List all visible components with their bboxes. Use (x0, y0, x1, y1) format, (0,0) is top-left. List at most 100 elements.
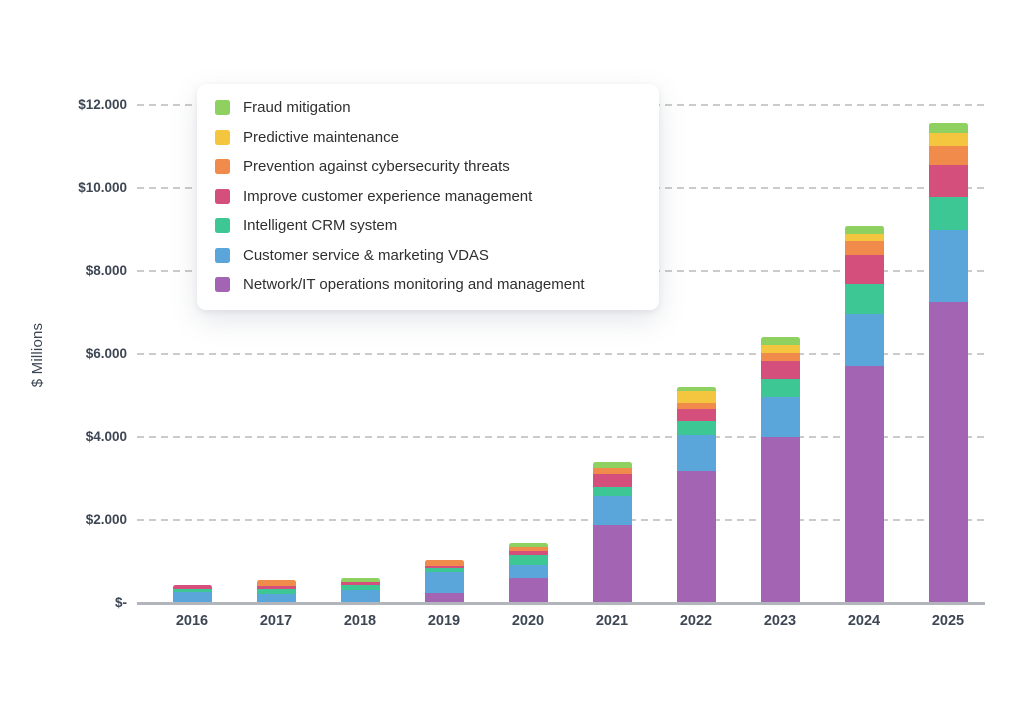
legend-item-improve-customer-experience-management: Improve customer experience management (197, 182, 659, 212)
bar-segment-2023-network-it-operations-monitoring-and-management (760, 437, 800, 603)
x-axis-label-2024: 2024 (847, 613, 881, 629)
bar-segment-2024-predictive-maintenance (844, 234, 884, 242)
y-tick-label-6000: $6.000 (85, 346, 127, 361)
y-tick-label-8000: $8.000 (85, 263, 127, 278)
x-axis-label-2019: 2019 (427, 613, 461, 629)
bar-2021 (592, 462, 632, 603)
bar-segment-2025-intelligent-crm-system (928, 197, 968, 231)
legend-swatch-icon (215, 188, 230, 204)
bar-segment-2025-fraud-mitigation (928, 122, 968, 133)
bar-segment-2021-intelligent-crm-system (592, 487, 632, 497)
bar-segment-2023-prevention-against-cybersecurity-threats (760, 353, 800, 361)
legend-label: Prevention against cybersecurity threats (243, 158, 510, 176)
bar-segment-2019-customer-service-marketing-vdas (424, 572, 464, 593)
bar-2016 (172, 584, 212, 603)
bar-segment-2019-prevention-against-cybersecurity-threats (424, 560, 464, 566)
legend-swatch-icon (215, 129, 230, 145)
bar-segment-2016-customer-service-marketing-vdas (172, 592, 212, 603)
bar-segment-2016-intelligent-crm-system (172, 588, 212, 593)
bar-segment-2018-improve-customer-experience-management (340, 582, 380, 586)
bar-segment-2023-intelligent-crm-system (760, 378, 800, 397)
gridline-6000 (137, 353, 985, 355)
x-axis-label-2021: 2021 (595, 613, 629, 629)
legend-label: Customer service & marketing VDAS (243, 246, 489, 264)
y-tick-label-2000: $2.000 (85, 512, 127, 527)
bar-segment-2025-customer-service-marketing-vdas (928, 230, 968, 302)
bar-segment-2021-fraud-mitigation (592, 462, 632, 469)
bar-segment-2018-fraud-mitigation (340, 578, 380, 583)
legend-item-intelligent-crm-system: Intelligent CRM system (197, 211, 659, 241)
x-axis-label-2023: 2023 (763, 613, 797, 629)
bar-segment-2024-prevention-against-cybersecurity-threats (844, 241, 884, 256)
bar-segment-2025-predictive-maintenance (928, 132, 968, 146)
x-axis-label-2022: 2022 (679, 613, 713, 629)
bar-2024 (844, 226, 884, 603)
legend-label: Intelligent CRM system (243, 217, 398, 235)
bar-segment-2022-improve-customer-experience-management (676, 409, 716, 422)
bar-segment-2024-fraud-mitigation (844, 226, 884, 235)
bar-2025 (928, 122, 968, 603)
bar-segment-2020-network-it-operations-monitoring-and-management (508, 578, 548, 603)
y-tick-label-12000: $12.000 (78, 97, 127, 112)
bar-segment-2019-improve-customer-experience-management (424, 565, 464, 569)
bar-segment-2019-network-it-operations-monitoring-and-management (424, 593, 464, 603)
bar-segment-2018-intelligent-crm-system (340, 585, 380, 591)
legend-item-prevention-against-cybersecurity-threats: Prevention against cybersecurity threats (197, 152, 659, 182)
bar-segment-2017-prevention-against-cybersecurity-threats (256, 580, 296, 587)
bar-segment-2017-improve-customer-experience-management (256, 586, 296, 589)
bar-segment-2017-intelligent-crm-system (256, 588, 296, 594)
bar-segment-2024-intelligent-crm-system (844, 283, 884, 314)
legend-swatch-icon (215, 247, 230, 263)
bar-segment-2020-customer-service-marketing-vdas (508, 564, 548, 579)
legend: Fraud mitigation Predictive maintenance Pr… (197, 84, 659, 310)
bar-segment-2021-improve-customer-experience-management (592, 474, 632, 488)
y-tick-label-4000: $4.000 (85, 429, 127, 444)
bar-segment-2022-intelligent-crm-system (676, 421, 716, 436)
bar-2018 (340, 578, 380, 603)
bar-segment-2024-improve-customer-experience-management (844, 255, 884, 284)
bar-segment-2025-prevention-against-cybersecurity-threats (928, 145, 968, 165)
legend-label: Improve customer experience management (243, 187, 533, 205)
bar-segment-2021-prevention-against-cybersecurity-threats (592, 468, 632, 475)
x-axis-line (137, 602, 985, 605)
bar-segment-2022-network-it-operations-monitoring-and-management (676, 471, 716, 603)
x-axis-label-2016: 2016 (175, 613, 209, 629)
bar-segment-2021-network-it-operations-monitoring-and-management (592, 524, 632, 603)
bar-segment-2024-network-it-operations-monitoring-and-management (844, 366, 884, 603)
legend-label: Fraud mitigation (243, 99, 351, 117)
bar-segment-2019-intelligent-crm-system (424, 568, 464, 573)
bar-2017 (256, 580, 296, 603)
bar-segment-2025-improve-customer-experience-management (928, 164, 968, 198)
y-tick-label-0: $- (114, 595, 127, 610)
legend-item-network-it-operations-monitoring-and-management: Network/IT operations monitoring and man… (197, 270, 659, 300)
legend-swatch-icon (215, 218, 230, 234)
legend-item-predictive-maintenance: Predictive maintenance (197, 123, 659, 153)
bar-segment-2025-network-it-operations-monitoring-and-management (928, 301, 968, 603)
bar-segment-2022-fraud-mitigation (676, 387, 716, 392)
bar-segment-2020-improve-customer-experience-management (508, 550, 548, 555)
x-axis-label-2020: 2020 (511, 613, 545, 629)
bar-segment-2023-predictive-maintenance (760, 345, 800, 354)
y-tick-label-10000: $10.000 (78, 180, 127, 195)
x-axis-label-2017: 2017 (259, 613, 293, 629)
bar-segment-2021-customer-service-marketing-vdas (592, 496, 632, 525)
bar-segment-2023-improve-customer-experience-management (760, 360, 800, 379)
legend-label: Predictive maintenance (243, 128, 399, 146)
bar-2022 (676, 387, 716, 603)
bar-segment-2018-customer-service-marketing-vdas (340, 590, 380, 603)
bar-segment-2024-customer-service-marketing-vdas (844, 313, 884, 366)
bar-segment-2022-prevention-against-cybersecurity-threats (676, 403, 716, 410)
gridline-4000 (137, 436, 985, 438)
bar-2019 (424, 560, 464, 603)
bar-segment-2022-customer-service-marketing-vdas (676, 435, 716, 472)
bar-segment-2020-fraud-mitigation (508, 542, 548, 548)
bar-segment-2016-improve-customer-experience-management (172, 584, 212, 589)
x-axis-label-2025: 2025 (931, 613, 965, 629)
bar-2020 (508, 542, 548, 603)
x-axis-label-2018: 2018 (343, 613, 377, 629)
gridline-2000 (137, 519, 985, 521)
bar-segment-2023-fraud-mitigation (760, 337, 800, 346)
bar-2023 (760, 337, 800, 603)
bar-segment-2017-customer-service-marketing-vdas (256, 593, 296, 603)
legend-swatch-icon (215, 159, 230, 175)
